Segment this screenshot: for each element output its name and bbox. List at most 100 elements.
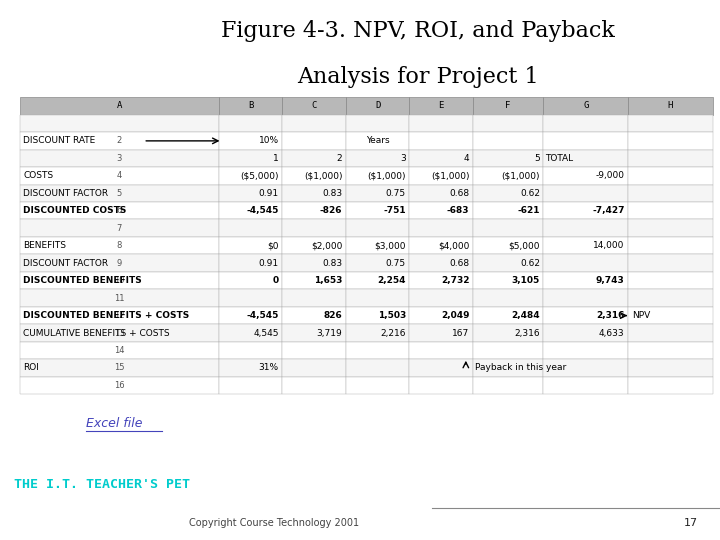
- Bar: [282, 114, 346, 132]
- Bar: [20, 167, 219, 185]
- Text: F: F: [505, 102, 511, 111]
- Text: THOMSON LEARNING: THOMSON LEARNING: [36, 75, 94, 79]
- Bar: [628, 342, 713, 359]
- Bar: [628, 150, 713, 167]
- Bar: [282, 307, 346, 325]
- Text: 0.83: 0.83: [323, 189, 343, 198]
- Text: 10%: 10%: [258, 137, 279, 145]
- Bar: [410, 167, 473, 185]
- Bar: [282, 97, 346, 114]
- Bar: [282, 167, 346, 185]
- Text: 0.62: 0.62: [520, 189, 540, 198]
- Bar: [219, 185, 282, 202]
- Text: 5: 5: [534, 154, 540, 163]
- Bar: [219, 237, 282, 254]
- Bar: [346, 97, 410, 114]
- Text: 31%: 31%: [258, 363, 279, 373]
- Text: Years: Years: [366, 137, 390, 145]
- Text: DISCOUNT FACTOR: DISCOUNT FACTOR: [24, 259, 109, 268]
- Bar: [20, 254, 219, 272]
- Text: Copyright Course Technology 2001: Copyright Course Technology 2001: [189, 517, 359, 528]
- Text: 14: 14: [114, 346, 125, 355]
- Bar: [544, 307, 628, 325]
- Bar: [346, 359, 410, 377]
- Bar: [20, 307, 219, 325]
- Text: 0.83: 0.83: [323, 259, 343, 268]
- Bar: [219, 289, 282, 307]
- Text: $2,000: $2,000: [311, 241, 343, 250]
- Text: 0.75: 0.75: [386, 189, 406, 198]
- Text: DISCOUNTED COSTS: DISCOUNTED COSTS: [24, 206, 127, 215]
- Text: 5: 5: [117, 189, 122, 198]
- Text: ($1,000): ($1,000): [304, 171, 343, 180]
- Text: 0.75: 0.75: [386, 259, 406, 268]
- Bar: [410, 132, 473, 150]
- Text: 2,049: 2,049: [441, 311, 469, 320]
- Bar: [473, 132, 544, 150]
- Bar: [473, 97, 544, 114]
- Text: 0.68: 0.68: [449, 259, 469, 268]
- Text: 1,653: 1,653: [314, 276, 343, 285]
- Bar: [544, 114, 628, 132]
- Bar: [20, 272, 219, 289]
- Bar: [219, 97, 282, 114]
- Bar: [20, 202, 219, 219]
- Bar: [410, 272, 473, 289]
- Bar: [544, 289, 628, 307]
- Bar: [410, 237, 473, 254]
- Bar: [628, 202, 713, 219]
- Text: 0.91: 0.91: [258, 189, 279, 198]
- Text: A: A: [117, 102, 122, 111]
- Text: 14,000: 14,000: [593, 241, 624, 250]
- Bar: [410, 219, 473, 237]
- Bar: [544, 167, 628, 185]
- Bar: [282, 185, 346, 202]
- Text: C: C: [312, 102, 317, 111]
- Text: ROI: ROI: [24, 363, 40, 373]
- Text: E: E: [438, 102, 444, 111]
- Bar: [219, 150, 282, 167]
- Bar: [282, 359, 346, 377]
- Text: 4,545: 4,545: [253, 328, 279, 338]
- Bar: [410, 325, 473, 342]
- Bar: [473, 114, 544, 132]
- Bar: [20, 132, 219, 150]
- Bar: [282, 219, 346, 237]
- Text: $0: $0: [267, 241, 279, 250]
- Bar: [473, 202, 544, 219]
- Bar: [282, 132, 346, 150]
- Bar: [346, 150, 410, 167]
- Text: 0.68: 0.68: [449, 189, 469, 198]
- Text: $3,000: $3,000: [374, 241, 406, 250]
- Bar: [282, 325, 346, 342]
- Bar: [628, 289, 713, 307]
- Bar: [410, 97, 473, 114]
- Bar: [544, 219, 628, 237]
- Bar: [473, 219, 544, 237]
- Bar: [628, 237, 713, 254]
- Text: COURSE: COURSE: [48, 26, 82, 36]
- Text: 1: 1: [273, 154, 279, 163]
- Bar: [410, 185, 473, 202]
- Text: -4,545: -4,545: [246, 206, 279, 215]
- Bar: [346, 307, 410, 325]
- Text: 7: 7: [117, 224, 122, 233]
- Bar: [544, 272, 628, 289]
- Bar: [473, 237, 544, 254]
- Text: 3,719: 3,719: [317, 328, 343, 338]
- Bar: [628, 377, 713, 394]
- Bar: [20, 185, 219, 202]
- Bar: [544, 185, 628, 202]
- Text: -7,427: -7,427: [592, 206, 624, 215]
- Text: 2: 2: [117, 137, 122, 145]
- Bar: [346, 237, 410, 254]
- Text: 4: 4: [464, 154, 469, 163]
- Bar: [628, 132, 713, 150]
- Bar: [20, 237, 219, 254]
- Bar: [346, 219, 410, 237]
- Bar: [473, 325, 544, 342]
- Bar: [282, 342, 346, 359]
- Bar: [473, 254, 544, 272]
- Text: Payback in this year: Payback in this year: [475, 363, 566, 373]
- Bar: [20, 150, 219, 167]
